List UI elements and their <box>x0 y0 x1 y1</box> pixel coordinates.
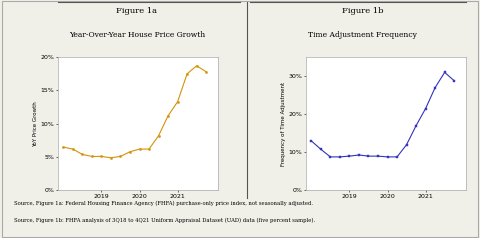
Text: Source, Figure 1b: FHFA analysis of 3Q18 to 4Q21 Uniform Appraisal Dataset (UAD): Source, Figure 1b: FHFA analysis of 3Q18… <box>14 218 315 223</box>
Y-axis label: Frequency of Time Adjustment: Frequency of Time Adjustment <box>281 82 286 166</box>
Text: Year-Over-Year House Price Growth: Year-Over-Year House Price Growth <box>69 31 205 39</box>
Text: Figure 1b: Figure 1b <box>342 7 383 15</box>
Text: Source, Figure 1a: Federal Housing Finance Agency (FHFA) purchase-only price ind: Source, Figure 1a: Federal Housing Finan… <box>14 201 313 206</box>
Y-axis label: YoY Price Growth: YoY Price Growth <box>33 101 38 147</box>
Text: Figure 1a: Figure 1a <box>116 7 157 15</box>
Text: Time Adjustment Frequency: Time Adjustment Frequency <box>308 31 417 39</box>
